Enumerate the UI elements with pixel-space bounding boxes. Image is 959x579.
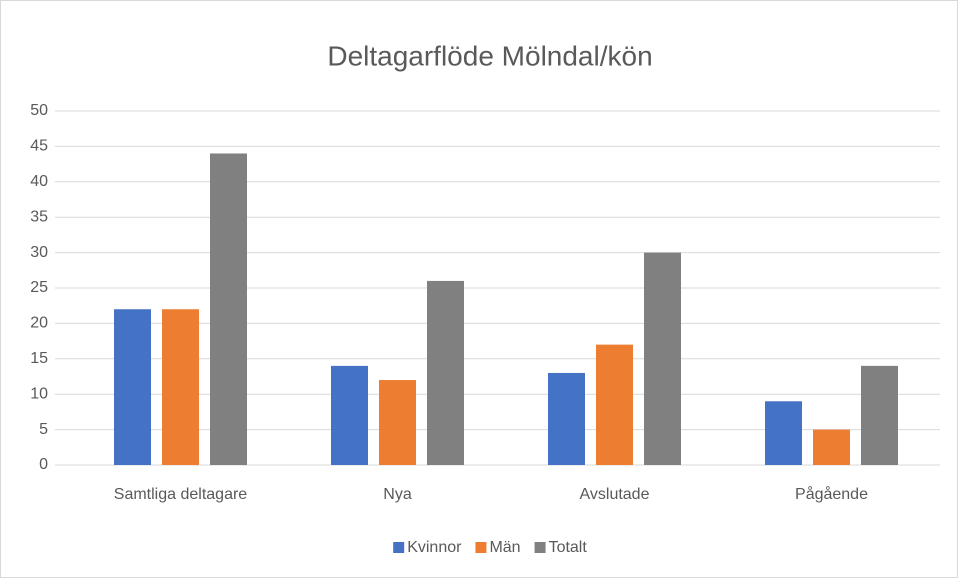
y-tick-label: 40 bbox=[30, 173, 48, 190]
bar bbox=[813, 429, 850, 465]
bar bbox=[379, 380, 416, 465]
y-tick-label: 20 bbox=[30, 315, 48, 332]
y-tick-label: 15 bbox=[30, 350, 48, 367]
bar bbox=[331, 365, 368, 465]
legend-label: Män bbox=[489, 539, 520, 556]
chart-title: Deltagarflöde Mölndal/kön bbox=[327, 40, 652, 71]
bar bbox=[210, 153, 247, 466]
bar bbox=[596, 344, 633, 465]
x-tick-label: Nya bbox=[383, 486, 412, 503]
y-tick-label: 30 bbox=[30, 244, 48, 261]
y-tick-label: 35 bbox=[30, 208, 48, 225]
x-tick-label: Avslutade bbox=[580, 486, 650, 503]
bar bbox=[861, 365, 898, 465]
y-tick-label: 45 bbox=[30, 138, 48, 155]
x-tick-label: Pågående bbox=[795, 485, 868, 503]
legend-label: Kvinnor bbox=[407, 539, 462, 556]
bar bbox=[162, 309, 199, 465]
y-tick-label: 25 bbox=[30, 279, 48, 296]
bar bbox=[427, 280, 464, 465]
bar bbox=[765, 401, 802, 465]
bar bbox=[644, 252, 681, 465]
y-tick-label: 10 bbox=[30, 385, 48, 402]
y-tick-label: 50 bbox=[30, 102, 48, 119]
bar bbox=[114, 309, 151, 465]
legend-swatch bbox=[534, 542, 546, 553]
y-tick-label: 0 bbox=[39, 456, 48, 473]
legend-swatch bbox=[393, 542, 405, 553]
x-tick-label: Samtliga deltagare bbox=[114, 486, 248, 503]
bar bbox=[548, 372, 585, 465]
legend-swatch bbox=[475, 542, 487, 553]
legend-label: Totalt bbox=[549, 539, 588, 556]
y-tick-label: 5 bbox=[39, 421, 48, 438]
